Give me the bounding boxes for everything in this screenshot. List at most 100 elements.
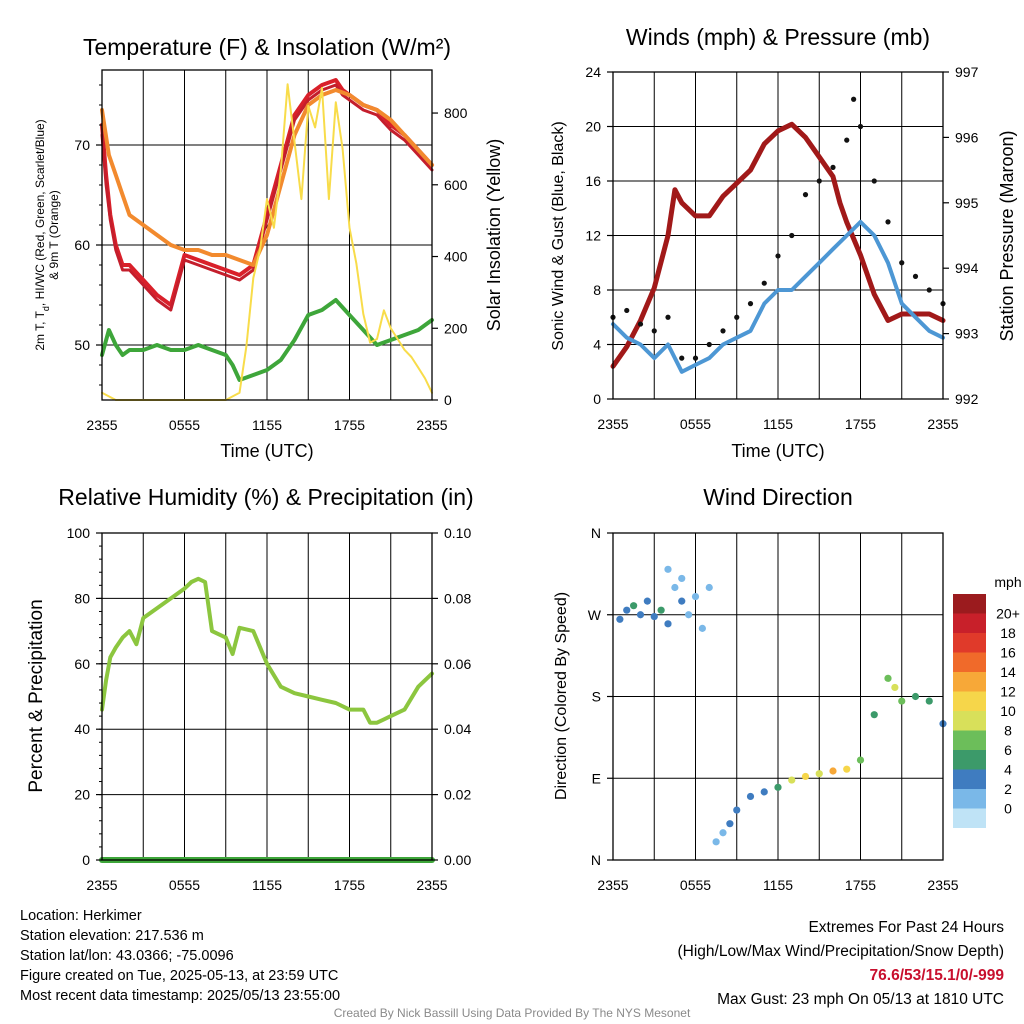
legend-title: mph xyxy=(994,574,1021,590)
legend-label: 18 xyxy=(1000,625,1016,641)
gust-point xyxy=(844,137,850,143)
x-tick-label: 2355 xyxy=(927,877,958,893)
gust-point xyxy=(679,355,685,361)
winds-series xyxy=(610,96,946,374)
legend-label: 12 xyxy=(1000,684,1016,700)
x-tick-label: 2355 xyxy=(416,877,447,893)
y-tick-label: N xyxy=(591,852,601,868)
temperature-series xyxy=(100,78,434,401)
direction-point xyxy=(630,602,638,610)
gust-point xyxy=(899,260,905,266)
x-tick-label: 1755 xyxy=(334,417,365,433)
direction-point xyxy=(801,772,810,781)
extremes-title: Extremes For Past 24 Hours xyxy=(808,919,1004,936)
y-tick-label: 8 xyxy=(593,282,601,298)
y2-tick-label: 0.08 xyxy=(444,590,471,606)
direction-point xyxy=(698,624,706,632)
direction-point xyxy=(650,612,658,621)
direction-point xyxy=(774,783,782,791)
y2-tick-label: 400 xyxy=(444,249,468,265)
y-tick-label: E xyxy=(592,770,601,786)
x-tick-label: 2355 xyxy=(597,877,628,893)
legend-label: 10 xyxy=(1000,703,1016,719)
y2-tick-label: 992 xyxy=(955,391,979,407)
y-tick-label: 4 xyxy=(593,337,601,353)
humidity-y-axis-label: Percent & Precipitation xyxy=(26,599,47,792)
temperature-panel: Temperature (F) & Insolation (W/m²) 2355… xyxy=(33,34,504,461)
y2-tick-label: 0.00 xyxy=(444,852,471,868)
pressure-series-line xyxy=(610,121,946,369)
direction-point xyxy=(726,820,734,828)
x-tick-label: 1755 xyxy=(845,416,876,432)
y2-tick-label: 0.02 xyxy=(444,787,471,803)
y-tick-label: N xyxy=(591,525,601,541)
legend-label: 0 xyxy=(1004,801,1012,817)
figure-created: Figure created on Tue, 2025-05-13, at 23… xyxy=(20,968,339,984)
direction-point xyxy=(664,565,672,573)
max-gust: Max Gust: 23 mph On 05/13 at 1810 UTC xyxy=(717,991,1004,1008)
gust-point xyxy=(802,192,809,198)
wind-direction-panel: Wind Direction 2355 0555 1155 1755 2355 N E S W N… xyxy=(553,484,1022,893)
direction-point xyxy=(884,674,892,682)
insolation-y-axis-label: Solar Insolation (Yellow) xyxy=(484,139,504,331)
winds-grid xyxy=(613,72,943,399)
winds-chart-title: Winds (mph) & Pressure (mb) xyxy=(626,24,930,50)
x-tick-label: 1155 xyxy=(763,877,793,893)
legend-swatch xyxy=(953,789,986,809)
gust-point xyxy=(830,164,836,170)
gust-point xyxy=(624,307,630,314)
direction-point xyxy=(678,597,686,605)
wind-direction-points xyxy=(616,565,947,846)
y-tick-label: 40 xyxy=(74,721,90,737)
y2-tick-label: 994 xyxy=(955,260,979,276)
direction-point xyxy=(891,683,899,692)
humidity-panel: Relative Humidity (%) & Precipitation (i… xyxy=(26,484,474,893)
gust-point xyxy=(816,178,822,184)
direction-point xyxy=(691,592,700,601)
station-latlon: Station lat/lon: 43.0366; -75.0096 xyxy=(20,948,234,964)
wind-direction-ticks: 2355 0555 1155 1755 2355 N E S W N xyxy=(588,525,959,893)
y-tick-label: 0 xyxy=(593,391,601,407)
direction-point xyxy=(678,574,686,583)
gust-point xyxy=(857,123,864,130)
legend-swatch xyxy=(953,769,986,789)
direction-point xyxy=(856,756,865,764)
gust-point xyxy=(651,328,657,334)
x-tick-label: 2355 xyxy=(416,417,447,433)
direction-point xyxy=(719,829,727,837)
extremes-subtitle: (High/Low/Max Wind/Precipitation/Snow De… xyxy=(677,943,1005,960)
direction-point xyxy=(712,838,720,846)
y2-tick-label: 200 xyxy=(444,320,468,336)
x-tick-label: 1755 xyxy=(845,877,876,893)
y2-tick-label: 996 xyxy=(955,129,979,145)
temperature-y-axis-label-line2: & 9m T (Orange) xyxy=(47,190,61,280)
gust-point xyxy=(912,273,919,279)
scarlet-series-line xyxy=(100,83,434,312)
extremes-values: 76.6/53/15.1/0/-999 xyxy=(869,967,1004,984)
temperature-ticks: 2355 0555 1155 1755 2355 50 60 70 0 200 400 600 800 xyxy=(74,84,468,433)
y-tick-label: W xyxy=(588,607,602,623)
direction-point xyxy=(843,765,851,773)
gust-point xyxy=(926,287,932,293)
humidity-ticks: 2355 0555 1155 1755 2355 0 20 40 60 80 100 0.00 0.02… xyxy=(67,525,472,893)
gust-point xyxy=(665,314,671,320)
recent-timestamp: Most recent data timestamp: 2025/05/13 2… xyxy=(20,988,341,1004)
y-tick-label: 24 xyxy=(585,64,601,80)
wind-direction-grid xyxy=(613,533,943,860)
green-series-line xyxy=(100,298,434,382)
gust-point xyxy=(706,341,712,348)
y-tick-label: 12 xyxy=(585,228,601,244)
legend-swatch xyxy=(953,633,986,653)
winds-panel: Winds (mph) & Pressure (mb) 2355 0555 1155… xyxy=(550,24,1017,461)
station-elevation: Station elevation: 217.536 m xyxy=(20,928,204,944)
y2-tick-label: 997 xyxy=(955,64,979,80)
x-tick-label: 2355 xyxy=(597,416,628,432)
legend-swatch xyxy=(953,808,986,828)
y2-tick-label: 993 xyxy=(955,326,979,342)
winds-ticks: 2355 0555 1155 1755 2355 0 4 8 12 16 20 24 992 993 994… xyxy=(585,64,978,432)
y2-tick-label: 995 xyxy=(955,195,979,211)
humidity-chart-title: Relative Humidity (%) & Precipitation (i… xyxy=(58,484,473,510)
wind-speed-legend: mph 20+ 18 16 14 12 10 8 6 4 2 0 xyxy=(953,574,1022,828)
legend-label: 20+ xyxy=(996,606,1020,622)
direction-point xyxy=(733,806,741,814)
